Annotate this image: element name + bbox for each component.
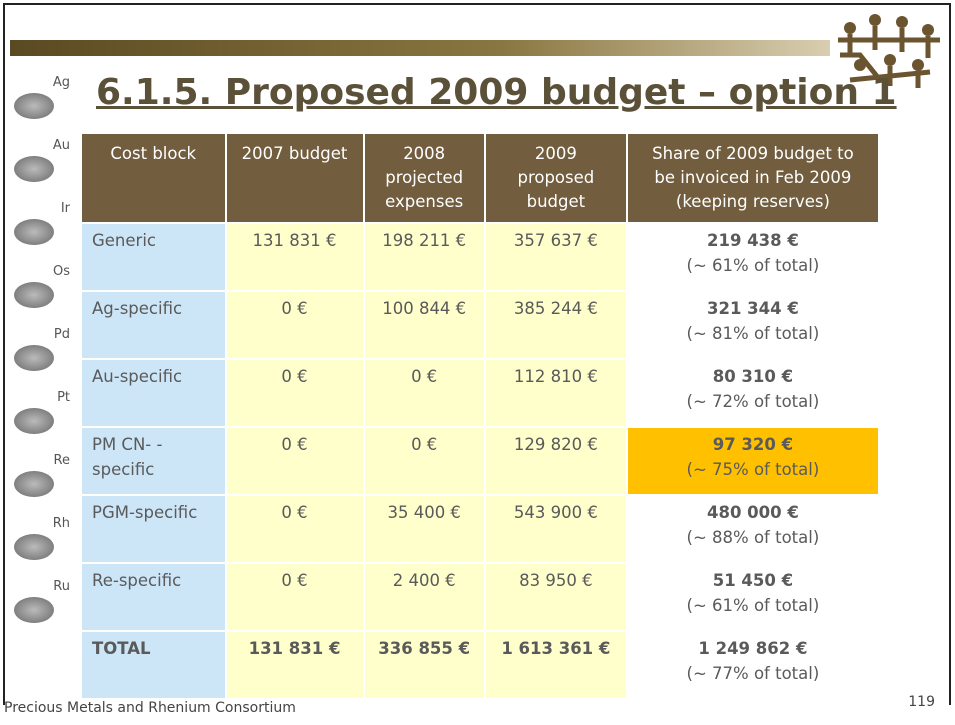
metal-image bbox=[14, 156, 54, 182]
table-cell: 131 831 € bbox=[224, 630, 365, 700]
metal-image bbox=[14, 345, 54, 371]
share-value: 80 310 € bbox=[712, 367, 794, 386]
metal-label: Ag bbox=[52, 75, 70, 90]
metal-icon: Ir bbox=[8, 201, 70, 261]
table-cell: 198 211 € bbox=[362, 222, 486, 292]
metal-icon: Re bbox=[8, 453, 70, 513]
table-cell: Generic bbox=[80, 222, 227, 292]
column-header: Share of 2009 budget to be invoiced in F… bbox=[625, 132, 881, 224]
frame bbox=[3, 3, 951, 705]
table-cell: 131 831 € bbox=[224, 222, 365, 292]
table-cell: 0 € bbox=[362, 426, 486, 496]
metal-image bbox=[14, 534, 54, 560]
share-note: (~ 61% of total) bbox=[686, 256, 820, 275]
column-header: 2009 proposed budget bbox=[483, 132, 628, 224]
share-value: 219 438 € bbox=[706, 231, 799, 250]
column-header: 2007 budget bbox=[224, 132, 365, 224]
share-cell: 219 438 € (~ 61% of total) bbox=[625, 222, 881, 292]
share-note: (~ 72% of total) bbox=[686, 392, 820, 411]
table-cell: 35 400 € bbox=[362, 494, 486, 564]
table-cell: Au-specific bbox=[80, 358, 227, 428]
header-row: Cost block 2007 budget 2008 projected expe… bbox=[80, 132, 881, 224]
metal-icon: Rh bbox=[8, 516, 70, 576]
share-cell: 97 320 € (~ 75% of total) bbox=[625, 426, 881, 496]
page-number: 119 bbox=[908, 694, 935, 710]
share-cell: 80 310 € (~ 72% of total) bbox=[625, 358, 881, 428]
table-cell: 357 637 € bbox=[483, 222, 628, 292]
table-cell: PM CN- - specific bbox=[80, 426, 227, 496]
table-row: TOTAL 131 831 €336 855 €1 613 361 €1 249 … bbox=[80, 630, 881, 700]
share-value: 97 320 € bbox=[712, 435, 794, 454]
metal-icon: Os bbox=[8, 264, 70, 324]
table-cell: 83 950 € bbox=[483, 562, 628, 632]
table-cell: 2 400 € bbox=[362, 562, 486, 632]
table-row: Au-specific 0 €0 €112 810 €80 310 € (~ 72%… bbox=[80, 358, 881, 428]
table-row: PGM-specific 0 €35 400 €543 900 €480 000 … bbox=[80, 494, 881, 564]
share-cell: 480 000 € (~ 88% of total) bbox=[625, 494, 881, 564]
table-cell: 543 900 € bbox=[483, 494, 628, 564]
table-cell: 385 244 € bbox=[483, 290, 628, 360]
share-value: 321 344 € bbox=[706, 299, 799, 318]
table-cell: 0 € bbox=[224, 494, 365, 564]
table-cell: Ag-specific bbox=[80, 290, 227, 360]
share-value: 1 249 862 € bbox=[698, 639, 808, 658]
metal-label: Pt bbox=[57, 390, 70, 405]
metal-image bbox=[14, 282, 54, 308]
table-cell: 0 € bbox=[224, 426, 365, 496]
metal-image bbox=[14, 93, 54, 119]
header-bar bbox=[10, 40, 830, 56]
metal-label: Os bbox=[52, 264, 70, 279]
share-value: 480 000 € bbox=[706, 503, 799, 522]
metal-image bbox=[14, 408, 54, 434]
table-cell: 1 613 361 € bbox=[483, 630, 628, 700]
column-header: 2008 projected expenses bbox=[362, 132, 486, 224]
table-cell: 0 € bbox=[224, 562, 365, 632]
metal-label: Ru bbox=[53, 579, 70, 594]
metal-icon: Ag bbox=[8, 75, 70, 135]
metal-label: Rh bbox=[52, 516, 70, 531]
metal-icon: Pt bbox=[8, 390, 70, 450]
metal-icon: Au bbox=[8, 138, 70, 198]
share-cell: 321 344 € (~ 81% of total) bbox=[625, 290, 881, 360]
column-header: Cost block bbox=[80, 132, 227, 224]
logo bbox=[838, 14, 940, 88]
metal-label: Ir bbox=[60, 201, 70, 216]
table-cell: TOTAL bbox=[80, 630, 227, 700]
metal-icon: Ru bbox=[8, 579, 70, 639]
table-row: Generic 131 831 €198 211 €357 637 €219 43… bbox=[80, 222, 881, 292]
share-note: (~ 61% of total) bbox=[686, 596, 820, 615]
metal-label: Re bbox=[53, 453, 70, 468]
budget-table: Cost block 2007 budget 2008 projected expe… bbox=[80, 132, 881, 700]
metal-image bbox=[14, 597, 54, 623]
share-note: (~ 81% of total) bbox=[686, 324, 820, 343]
share-note: (~ 77% of total) bbox=[686, 664, 820, 683]
share-cell: 1 249 862 € (~ 77% of total) bbox=[625, 630, 881, 700]
slide-title: 6.1.5. Proposed 2009 budget – option 1 bbox=[96, 72, 897, 113]
share-value: 51 450 € bbox=[712, 571, 794, 590]
metal-image bbox=[14, 219, 54, 245]
table-cell: PGM-specific bbox=[80, 494, 227, 564]
table-row: PM CN- - specific 0 €0 €129 820 €97 320 €… bbox=[80, 426, 881, 496]
table-body: Generic 131 831 €198 211 €357 637 €219 43… bbox=[80, 222, 881, 700]
metal-image bbox=[14, 471, 54, 497]
footer-text: Precious Metals and Rhenium Consortium bbox=[4, 700, 296, 716]
metal-label: Au bbox=[52, 138, 70, 153]
metal-label: Pd bbox=[53, 327, 70, 342]
table-cell: 112 810 € bbox=[483, 358, 628, 428]
table-cell: 0 € bbox=[224, 358, 365, 428]
table-row: Ag-specific 0 €100 844 €385 244 €321 344 … bbox=[80, 290, 881, 360]
table-cell: 0 € bbox=[362, 358, 486, 428]
share-note: (~ 88% of total) bbox=[686, 528, 820, 547]
table-cell: Re-specific bbox=[80, 562, 227, 632]
table-cell: 336 855 € bbox=[362, 630, 486, 700]
metal-icon: Pd bbox=[8, 327, 70, 387]
table-row: Re-specific 0 €2 400 €83 950 € 51 450 € (~ … bbox=[80, 562, 881, 632]
share-note: (~ 75% of total) bbox=[686, 460, 820, 479]
table-cell: 0 € bbox=[224, 290, 365, 360]
table-cell: 100 844 € bbox=[362, 290, 486, 360]
table-cell: 129 820 € bbox=[483, 426, 628, 496]
share-cell: 51 450 € (~ 61% of total) bbox=[625, 562, 881, 632]
